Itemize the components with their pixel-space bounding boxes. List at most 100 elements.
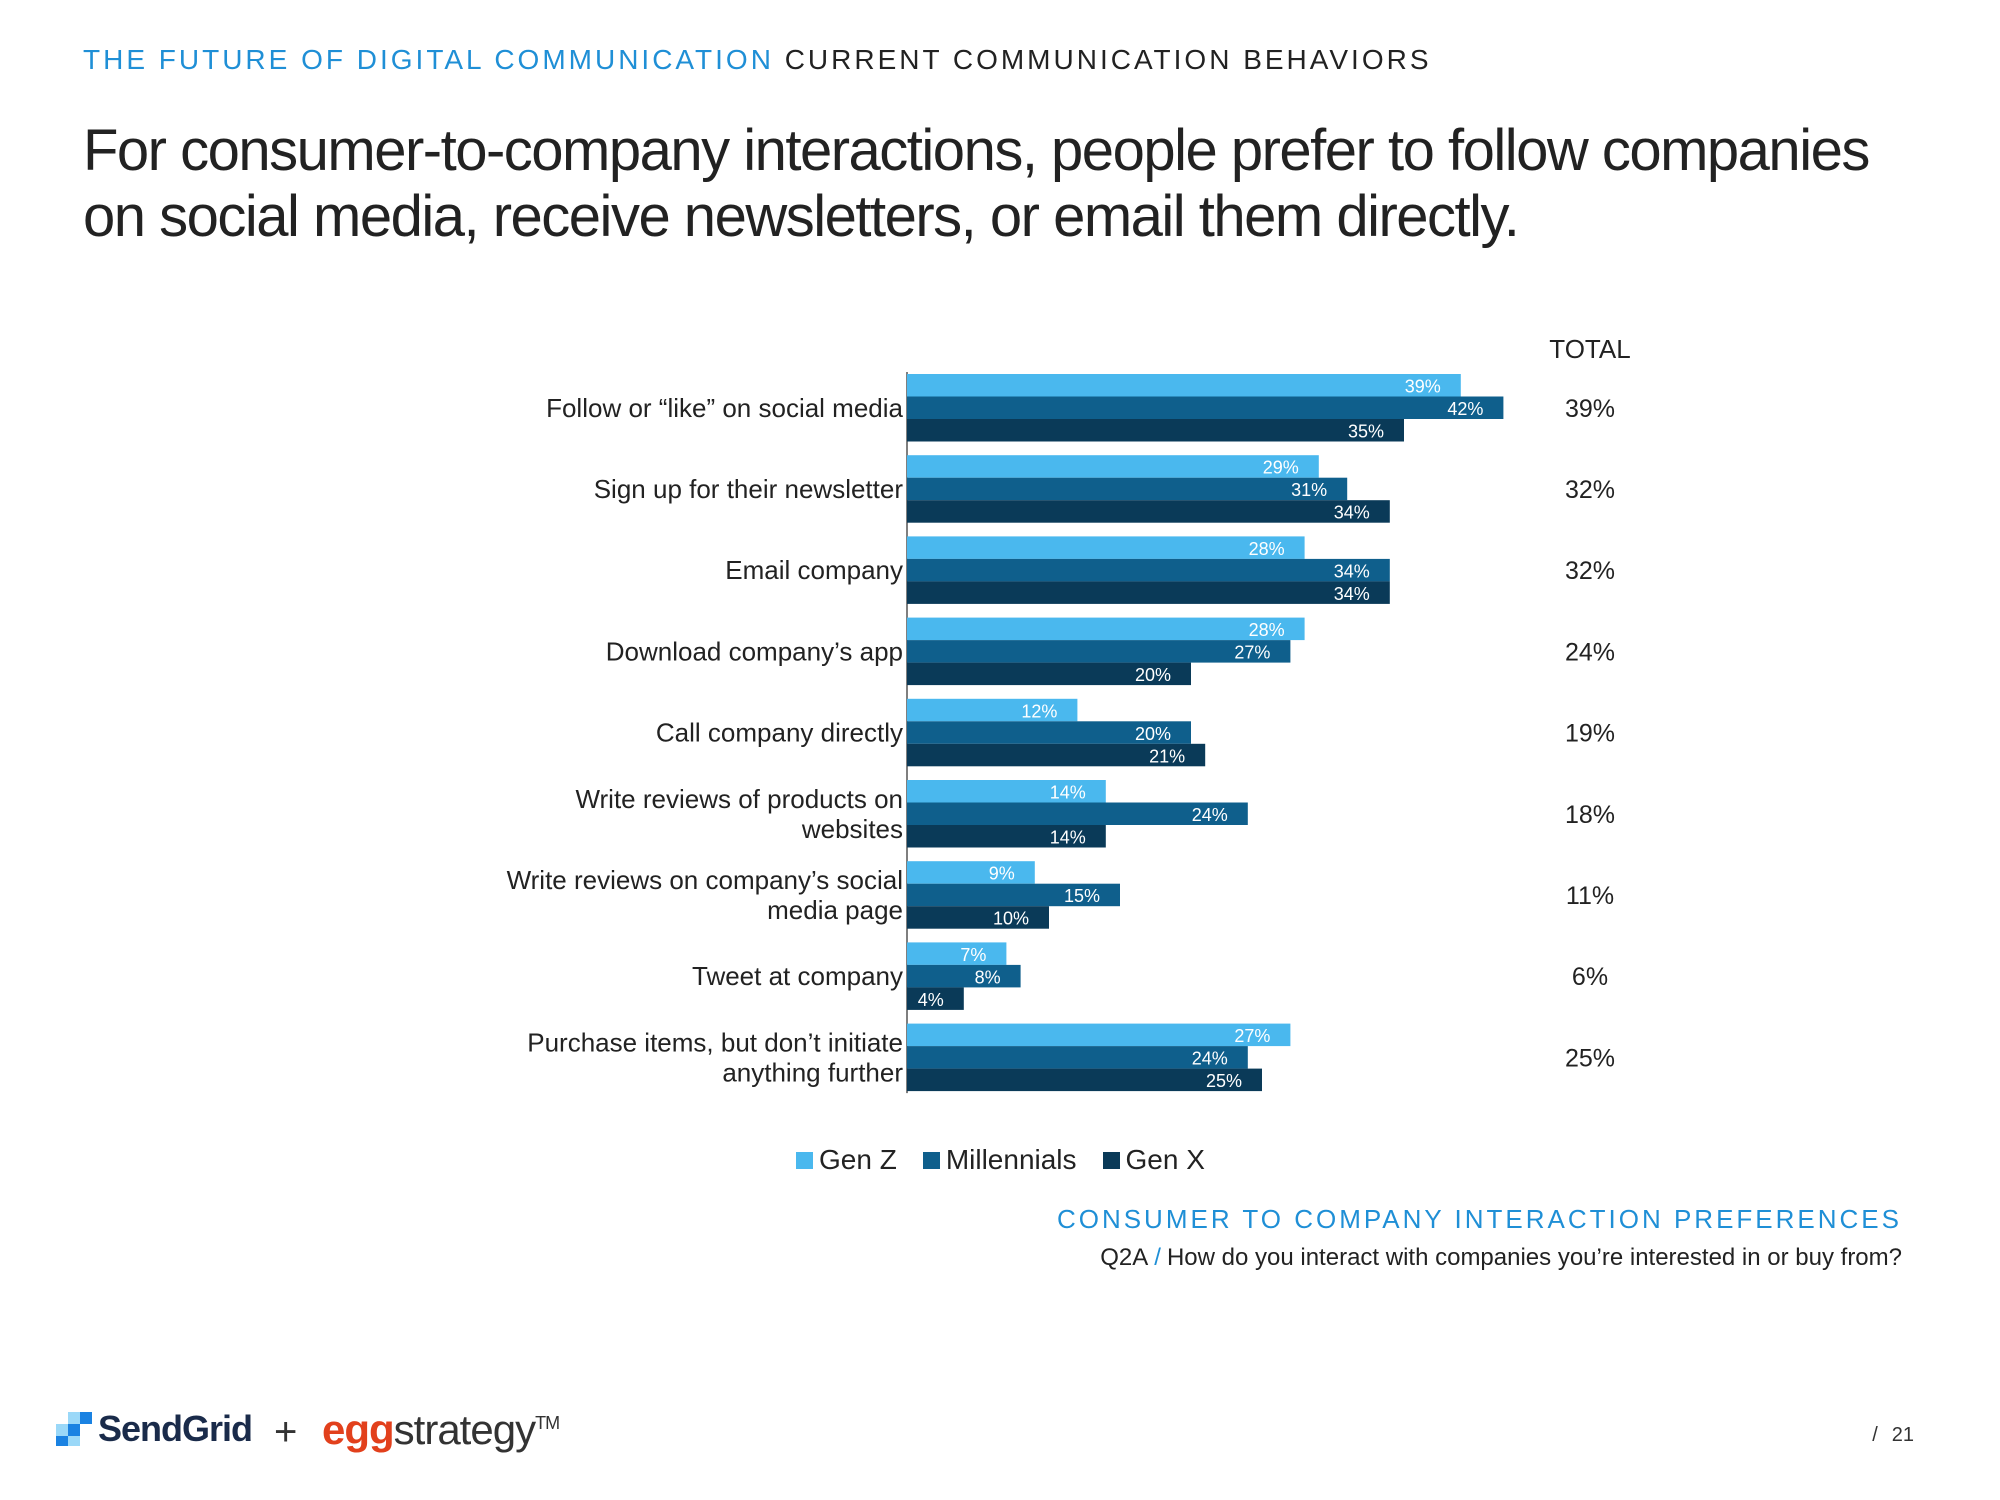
total-value-3: 32%	[1565, 557, 1615, 585]
question-id: Q2A	[1100, 1244, 1149, 1271]
category-label-8: Tweet at company	[692, 961, 903, 991]
bar-millennials-7	[907, 883, 1120, 907]
total-value-2: 32%	[1565, 476, 1615, 504]
sendgrid-wordmark: SendGrid	[98, 1408, 253, 1449]
data-label-millennials-3: 34%	[1334, 561, 1370, 581]
data-label-gen-z-4: 28%	[1249, 620, 1285, 640]
eggstrategy-strategy: strategy	[393, 1406, 536, 1453]
logo-plus: +	[274, 1410, 298, 1454]
data-label-gen-x-7: 10%	[993, 909, 1029, 929]
total-value-9: 25%	[1565, 1044, 1615, 1072]
bar-millennials-5	[907, 721, 1191, 744]
data-label-millennials-7: 15%	[1064, 886, 1100, 906]
bar-gen-z-1	[907, 374, 1461, 397]
page-number: / 21	[1872, 1424, 1914, 1447]
bar-gen-x-2	[907, 500, 1390, 523]
kicker: THE FUTURE OF DIGITAL COMMUNICATION CURR…	[83, 44, 1432, 76]
data-label-gen-z-9: 27%	[1234, 1026, 1270, 1046]
survey-question: Q2A / How do you interact with companies y…	[1100, 1244, 1902, 1272]
chart-subtitle: CONSUMER TO COMPANY INTERACTION PREFEREN…	[1056, 1204, 1902, 1234]
kicker-topic: CURRENT COMMUNICATION BEHAVIORS	[784, 44, 1432, 75]
bar-millennials-8	[907, 964, 1021, 988]
question-slash: /	[1154, 1244, 1161, 1271]
page-number-value: 21	[1891, 1424, 1914, 1446]
bar-gen-z-4	[907, 617, 1305, 641]
category-label-1: Follow or “like” on social media	[546, 393, 903, 423]
data-label-millennials-5: 20%	[1135, 724, 1171, 744]
legend-swatch-millennials	[922, 1151, 940, 1169]
category-label-6: Write reviews of products on websites	[575, 784, 903, 844]
eggstrategy-tm: TM	[535, 1413, 560, 1433]
data-label-millennials-1: 42%	[1447, 399, 1483, 419]
question-text: How do you interact with companies you’r…	[1166, 1244, 1902, 1271]
data-label-gen-z-8: 7%	[960, 945, 986, 965]
chart-legend: Gen Z Millennials Gen X	[796, 1144, 1205, 1176]
data-label-gen-z-5: 12%	[1021, 701, 1057, 721]
category-label-9: Purchase items, but don’t initiate anythi…	[527, 1027, 903, 1087]
bar-gen-z-7	[907, 861, 1035, 884]
bar-gen-z-9	[907, 1023, 1291, 1047]
bar-gen-x-9	[907, 1068, 1262, 1092]
data-label-gen-x-4: 20%	[1135, 665, 1171, 685]
bar-gen-z-3	[907, 536, 1305, 559]
category-label-7: Write reviews on company’s social media p…	[507, 865, 903, 925]
data-label-gen-z-3: 28%	[1249, 539, 1285, 559]
data-label-gen-z-6: 14%	[1050, 783, 1086, 803]
sendgrid-mark-icon	[56, 1412, 92, 1446]
data-label-millennials-4: 27%	[1234, 643, 1270, 663]
data-label-millennials-9: 24%	[1192, 1049, 1228, 1069]
bar-gen-x-3	[907, 581, 1390, 604]
bar-millennials-2	[907, 477, 1348, 501]
total-value-4: 24%	[1565, 638, 1615, 666]
data-label-gen-x-3: 34%	[1334, 584, 1370, 604]
data-label-millennials-2: 31%	[1291, 480, 1327, 500]
bar-gen-x-6	[907, 825, 1106, 848]
total-header: TOTAL	[1549, 334, 1630, 364]
data-label-gen-z-1: 39%	[1405, 377, 1441, 397]
data-label-millennials-8: 8%	[975, 967, 1001, 987]
data-label-gen-x-5: 21%	[1149, 746, 1185, 766]
category-label-4: Download company’s app	[606, 636, 903, 666]
bar-gen-z-8	[907, 942, 1007, 965]
page-separator: /	[1872, 1424, 1878, 1446]
bar-millennials-1	[907, 396, 1504, 419]
page-title: For consumer-to-company interactions, pe…	[83, 118, 1870, 249]
bar-gen-z-2	[907, 455, 1319, 478]
data-label-gen-z-7: 9%	[989, 864, 1015, 884]
legend-label-gen-z: Gen Z	[819, 1144, 897, 1175]
eggstrategy-logo: eggstrategyTM	[322, 1406, 560, 1454]
bar-gen-z-6	[907, 780, 1106, 803]
sendgrid-logo: SendGrid	[56, 1408, 253, 1450]
total-value-5: 19%	[1565, 720, 1615, 748]
bar-gen-x-5	[907, 743, 1206, 767]
legend-swatch-gen-z	[796, 1151, 813, 1169]
legend-item-gen-x: Gen X	[1102, 1144, 1205, 1176]
total-value-8: 6%	[1572, 963, 1608, 991]
category-label-3: Email company	[725, 555, 903, 585]
data-label-millennials-6: 24%	[1192, 805, 1228, 825]
total-value-7: 11%	[1566, 882, 1614, 910]
total-value-1: 39%	[1565, 395, 1615, 423]
data-label-gen-x-1: 35%	[1348, 422, 1384, 442]
bar-millennials-9	[907, 1046, 1248, 1069]
category-label-5: Call company directly	[656, 718, 903, 748]
bar-gen-x-4	[907, 662, 1191, 686]
kicker-section: THE FUTURE OF DIGITAL COMMUNICATION	[83, 44, 774, 75]
bar-millennials-3	[907, 558, 1390, 582]
total-value-6: 18%	[1565, 801, 1615, 829]
legend-swatch-gen-x	[1102, 1151, 1120, 1169]
bar-gen-z-5	[907, 698, 1078, 722]
legend-label-gen-x: Gen X	[1125, 1144, 1205, 1175]
bar-gen-x-7	[907, 906, 1049, 929]
bar-millennials-6	[907, 802, 1248, 825]
legend-item-gen-z: Gen Z	[796, 1144, 897, 1176]
data-label-gen-x-6: 14%	[1050, 828, 1086, 848]
bar-gen-x-1	[907, 419, 1404, 442]
data-label-gen-x-8: 4%	[918, 990, 944, 1010]
category-label-2: Sign up for their newsletter	[594, 474, 904, 504]
eggstrategy-egg: egg	[322, 1406, 395, 1453]
bar-millennials-4	[907, 640, 1291, 663]
data-label-gen-x-9: 25%	[1206, 1071, 1242, 1091]
legend-label-millennials: Millennials	[945, 1144, 1077, 1175]
